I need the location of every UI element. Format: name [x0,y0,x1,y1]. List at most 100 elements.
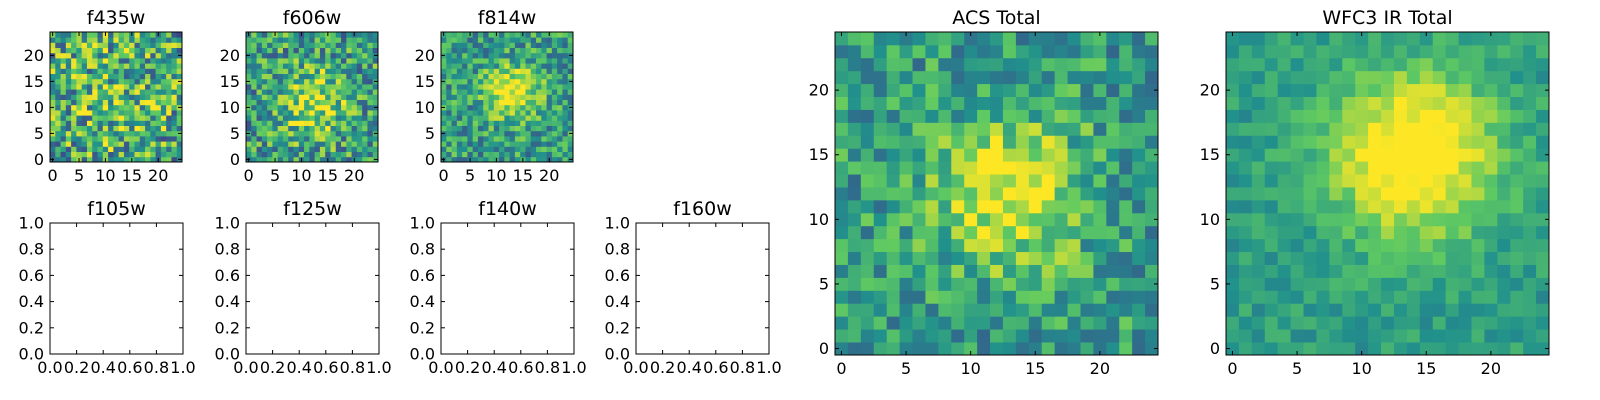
heatmap-cell [1290,316,1304,330]
heatmap-cell [1264,212,1279,227]
heatmap-cell [309,146,316,152]
heatmap-cell [1406,70,1421,85]
heatmap-cell [150,136,156,142]
heatmap-cell [272,58,279,64]
heatmap-cell [367,58,374,64]
heatmap-cell [351,47,358,54]
heatmap-cell [362,125,368,132]
heatmap-cell [1015,83,1030,97]
heatmap-cell [341,141,347,147]
heatmap-cell [1251,187,1266,201]
heatmap-cell [55,99,61,106]
heatmap-cell [514,125,521,132]
heatmap-cell [1303,135,1317,149]
heatmap-cell [1238,109,1253,123]
heatmap-cell [886,83,900,97]
y-tick-label: 0 [230,150,240,169]
heatmap-cell [160,63,167,69]
heatmap-cell [977,264,991,278]
heatmap-cell [1277,329,1291,343]
heatmap-cell [1145,83,1159,97]
heatmap-cell [1251,32,1266,46]
heatmap-cell [520,104,526,111]
heatmap-cell [76,130,83,137]
y-tick-label: 0.8 [19,240,44,259]
heatmap-cell [325,151,331,158]
heatmap-cell [319,130,326,137]
heatmap-cell [530,136,537,142]
heatmap-cell [1028,57,1043,72]
heatmap-cell [118,58,125,64]
heatmap-cell [557,78,563,85]
heatmap-cell [467,89,474,95]
heatmap-cell [293,141,300,147]
heatmap-cell [1393,32,1408,46]
heatmap-cell [536,78,542,85]
heatmap-cell [462,130,468,137]
heatmap-cell [951,303,965,317]
x-tick-label: 0.0 [37,358,62,377]
heatmap-cell [319,37,326,43]
heatmap-cell [304,94,310,100]
heatmap-cell [477,42,484,48]
heatmap-cell [441,63,447,69]
heatmap-cell [467,125,474,132]
heatmap-cell [557,130,563,137]
heatmap-cell [129,84,135,90]
heatmap-cell [1119,70,1133,85]
heatmap-cell [504,156,511,163]
heatmap-cell [1419,161,1434,175]
heatmap-cell [1458,32,1472,46]
heatmap-cell [1054,96,1068,110]
heatmap-cell [488,73,495,80]
heatmap-cell [150,94,156,100]
heatmap-cell [256,104,263,111]
heatmap-cell [541,110,547,116]
heatmap-cell [1226,316,1240,330]
heatmap-cell [964,57,978,72]
heatmap-cell [493,136,500,142]
heatmap-cell [514,130,521,137]
heatmap-cell [145,73,151,80]
heatmap-cell [1145,96,1159,110]
heatmap-cell [1523,96,1537,110]
x-tick-label: 15 [513,166,533,185]
heatmap-cell [1381,44,1395,59]
x-tick-label: 0.6 [508,358,533,377]
heatmap-cell [1497,290,1511,304]
heatmap-cell [367,99,374,106]
heatmap-cell [925,187,939,201]
heatmap-cell [546,104,553,111]
heatmap-cell [451,52,458,59]
heatmap-cell [1406,212,1421,227]
heatmap-cell [1080,277,1094,291]
heatmap-cell [261,125,268,132]
heatmap-cell [1067,96,1081,110]
heatmap-cell [551,146,558,152]
heatmap-cell [65,99,72,106]
heatmap-cell [176,32,183,38]
heatmap-cell [86,58,93,64]
heatmap-cell [55,125,61,132]
heatmap-cell [346,136,352,142]
heatmap-cell [1381,212,1395,227]
heatmap-cell [1041,174,1056,188]
heatmap-cell [1342,96,1356,110]
y-tick-label: 0.2 [605,318,630,337]
heatmap-cell [309,78,316,85]
heatmap-cell [309,120,316,126]
heatmap-cell [472,146,479,152]
heatmap-cell [1406,135,1421,149]
heatmap-cell [1355,187,1369,201]
heatmap-cell [1432,83,1447,97]
heatmap-cell [246,115,252,121]
heatmap-cell [293,58,300,64]
heatmap-cell [1015,316,1030,330]
heatmap-cell [1510,32,1524,46]
heatmap-cell [472,94,479,100]
heatmap-cell [557,37,563,43]
heatmap-cell [176,115,183,121]
heatmap-cell [1028,303,1043,317]
heatmap-cell [1523,277,1537,291]
heatmap-cell [362,136,368,142]
